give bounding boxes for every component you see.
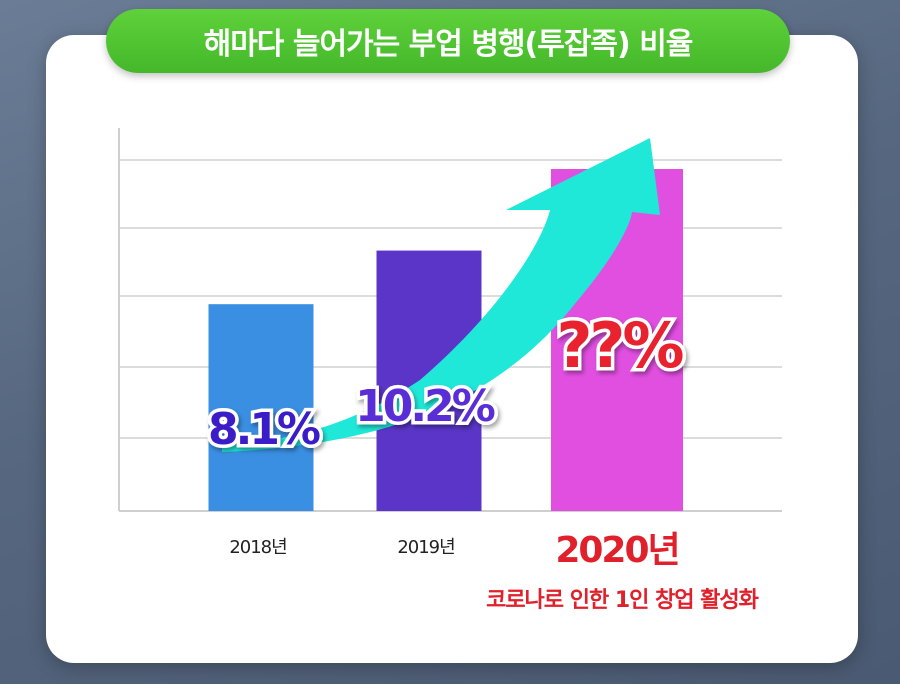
chart-title: 해마다 늘어가는 부업 병행(투잡족) 비율 — [106, 9, 790, 73]
x-tick-label-3: 2020년 — [555, 530, 678, 571]
value-label-2: 10.2% — [355, 381, 495, 432]
chart-annotation: 코로나로 인한 1인 창업 활성화 — [486, 588, 759, 613]
x-tick-labels: 2018년 2019년 2020년 — [229, 530, 680, 571]
x-tick-label-1: 2018년 — [229, 537, 286, 558]
value-label-1: 8.1% — [208, 404, 320, 455]
value-label-3: ??% — [556, 309, 683, 382]
bar-1 — [208, 304, 314, 511]
bars — [208, 169, 683, 511]
x-tick-label-2: 2019년 — [397, 537, 454, 558]
value-labels: 8.1% 10.2%??% — [204, 306, 689, 459]
growth-arrow-icon — [222, 138, 660, 452]
